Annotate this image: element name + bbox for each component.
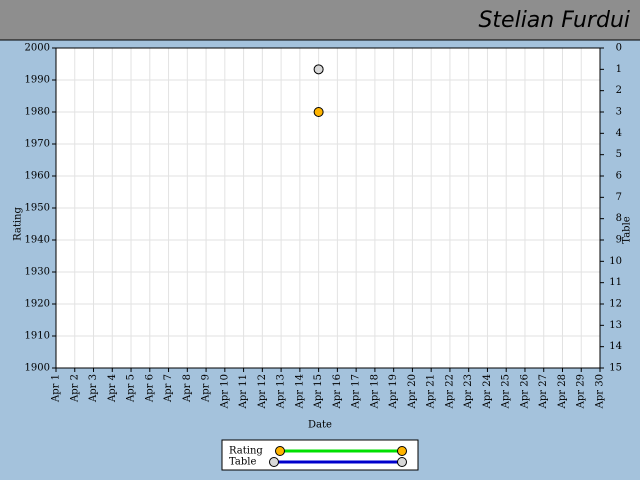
x-tick-label: Apr 19 xyxy=(388,374,399,409)
y2-tick-label: 2 xyxy=(616,85,622,96)
x-tick-label: Apr 21 xyxy=(426,374,437,409)
x-tick-label: Apr 14 xyxy=(294,374,305,409)
legend-marker xyxy=(397,446,407,456)
x-tick-label: Apr 20 xyxy=(407,374,418,409)
x-tick-label: Apr 17 xyxy=(351,374,362,409)
y-tick-label: 1910 xyxy=(25,331,50,342)
y-tick-label: 1960 xyxy=(25,171,50,182)
legend-marker xyxy=(269,457,279,467)
y2-tick-label: 6 xyxy=(616,171,622,182)
legend-box xyxy=(221,439,419,471)
x-tick-label: Apr 5 xyxy=(126,374,137,403)
y2-tick-label: 11 xyxy=(609,277,622,288)
y-tick-label: 1970 xyxy=(25,139,50,150)
x-tick-label: Apr 2 xyxy=(69,374,80,403)
legend-marker xyxy=(275,446,285,456)
x-tick-label: Apr 30 xyxy=(595,374,606,409)
x-tick-label: Apr 7 xyxy=(163,374,174,403)
y-tick-label: 1900 xyxy=(25,363,50,374)
y2-tick-label: 7 xyxy=(616,192,622,203)
header-bar xyxy=(0,0,640,40)
y2-tick-label: 8 xyxy=(616,213,622,224)
y2-axis-label: Table xyxy=(622,216,633,243)
data-point xyxy=(313,107,324,117)
x-tick-label: Apr 28 xyxy=(557,374,568,409)
x-tick-label: Apr 23 xyxy=(463,374,474,409)
chart-title: Stelian Furdui xyxy=(478,8,630,33)
x-tick-label: Apr 26 xyxy=(519,374,530,409)
y2-tick-label: 12 xyxy=(609,299,622,310)
y2-tick-label: 14 xyxy=(609,341,622,352)
y2-tick-label: 3 xyxy=(616,107,622,118)
x-tick-label: Apr 1 xyxy=(51,374,62,403)
x-tick-label: Apr 8 xyxy=(182,374,193,403)
x-tick-label: Apr 29 xyxy=(576,374,587,409)
y2-tick-label: 1 xyxy=(616,64,622,75)
x-tick-label: Apr 24 xyxy=(482,374,493,409)
y2-tick-label: 5 xyxy=(616,149,622,160)
x-tick-label: Apr 13 xyxy=(276,374,287,409)
legend-label: Rating xyxy=(229,446,263,457)
y-axis-label: Rating xyxy=(13,207,24,241)
x-tick-label: Apr 12 xyxy=(257,374,268,409)
data-point xyxy=(313,64,324,75)
y2-tick-label: 4 xyxy=(616,128,622,139)
y-tick-label: 2000 xyxy=(25,43,50,54)
x-tick-label: Apr 10 xyxy=(219,374,230,409)
x-tick-label: Apr 4 xyxy=(107,374,118,403)
y2-tick-label: 0 xyxy=(616,43,622,54)
y-tick-label: 1940 xyxy=(25,235,50,246)
y2-tick-label: 9 xyxy=(616,235,622,246)
x-tick-label: Apr 22 xyxy=(444,374,455,409)
x-tick-label: Apr 16 xyxy=(332,374,343,409)
x-axis-label: Date xyxy=(308,420,332,431)
y2-tick-label: 15 xyxy=(609,363,622,374)
legend-marker xyxy=(397,457,407,467)
y-tick-label: 1980 xyxy=(25,107,50,118)
y-tick-label: 1990 xyxy=(25,75,50,86)
y-tick-label: 1920 xyxy=(25,299,50,310)
plot-border xyxy=(55,47,601,369)
x-tick-label: Apr 3 xyxy=(88,374,99,403)
y-tick-label: 1950 xyxy=(25,203,50,214)
x-tick-label: Apr 11 xyxy=(238,374,249,409)
y2-tick-label: 13 xyxy=(609,320,622,331)
x-tick-label: Apr 9 xyxy=(201,374,212,403)
x-tick-label: Apr 25 xyxy=(501,374,512,409)
legend-label: Table xyxy=(229,457,256,468)
y-tick-label: 1930 xyxy=(25,267,50,278)
x-tick-label: Apr 27 xyxy=(538,374,549,409)
x-tick-label: Apr 6 xyxy=(144,374,155,403)
x-tick-label: Apr 18 xyxy=(369,374,380,409)
y2-tick-label: 10 xyxy=(609,256,622,267)
x-tick-label: Apr 15 xyxy=(313,374,324,409)
